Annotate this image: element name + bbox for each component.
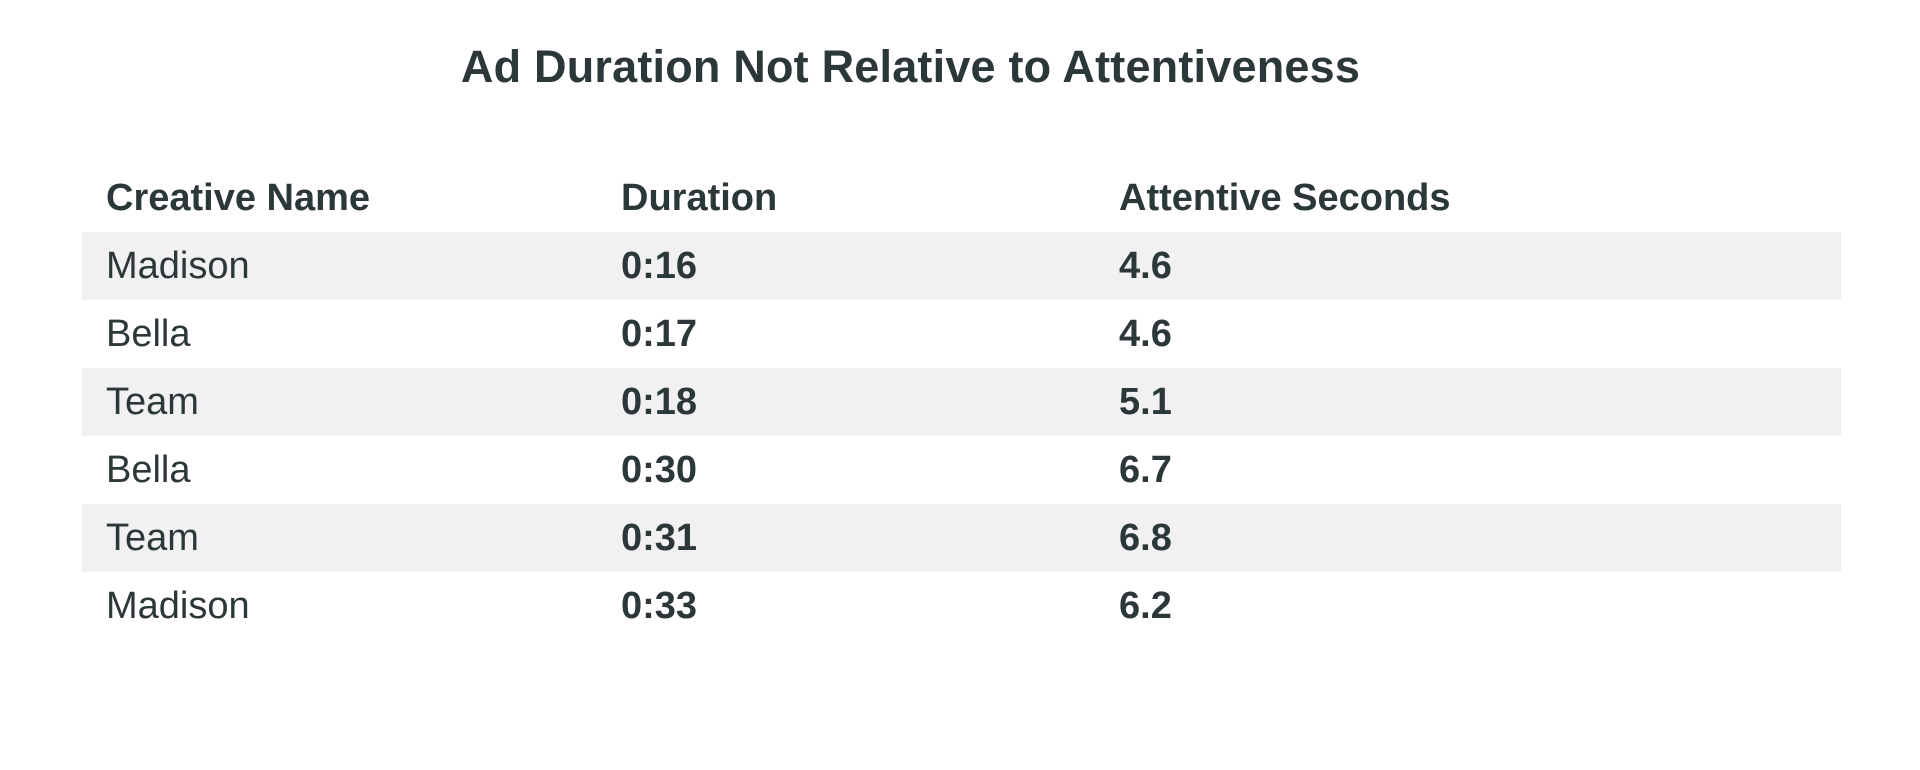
table-row: Bella 0:30 6.7 — [82, 436, 1841, 504]
cell-duration: 0:16 — [621, 244, 698, 287]
cell-creative-name: Team — [106, 516, 199, 559]
cell-attentive-seconds: 6.8 — [1119, 516, 1172, 559]
table-row: Madison 0:33 6.2 — [82, 572, 1841, 640]
data-table: Creative Name Duration Attentive Seconds… — [82, 164, 1841, 640]
cell-attentive-seconds: 6.7 — [1119, 448, 1172, 491]
cell-attentive-seconds: 5.1 — [1119, 380, 1172, 423]
column-header-attentive-seconds: Attentive Seconds — [1119, 176, 1451, 219]
cell-creative-name: Madison — [106, 584, 250, 627]
table-row: Team 0:18 5.1 — [82, 368, 1841, 436]
cell-attentive-seconds: 4.6 — [1119, 244, 1172, 287]
cell-duration: 0:30 — [621, 448, 698, 491]
cell-creative-name: Bella — [106, 448, 191, 491]
cell-attentive-seconds: 6.2 — [1119, 584, 1172, 627]
table-row: Team 0:31 6.8 — [82, 504, 1841, 572]
cell-creative-name: Madison — [106, 244, 250, 287]
page-title: Ad Duration Not Relative to Attentivenes… — [460, 41, 1361, 92]
cell-duration: 0:33 — [621, 584, 698, 627]
cell-duration: 0:18 — [621, 380, 698, 423]
cell-creative-name: Bella — [106, 312, 191, 355]
column-header-creative-name: Creative Name — [106, 176, 371, 219]
cell-attentive-seconds: 4.6 — [1119, 312, 1172, 355]
cell-duration: 0:31 — [621, 516, 698, 559]
title-bar: Ad Duration Not Relative to Attentivenes… — [0, 36, 1821, 98]
column-header-duration: Duration — [621, 176, 778, 219]
cell-duration: 0:17 — [621, 312, 698, 355]
header-row: Creative Name Duration Attentive Seconds — [82, 164, 1841, 232]
table-row: Madison 0:16 4.6 — [82, 232, 1841, 300]
table-row: Bella 0:17 4.6 — [82, 300, 1841, 368]
cell-creative-name: Team — [106, 380, 199, 423]
